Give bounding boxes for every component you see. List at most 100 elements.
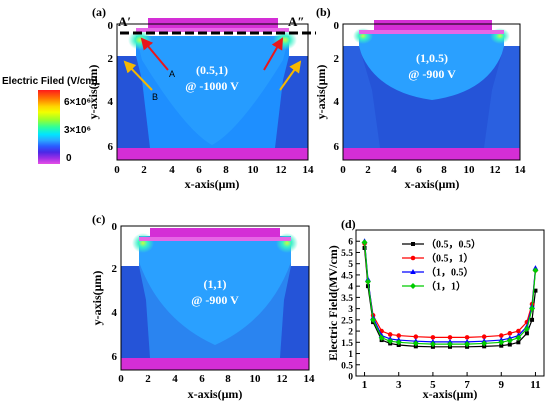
panel-c-ytick-0: 0 — [112, 221, 118, 233]
panel-c-xtick-8: 8 — [225, 373, 231, 385]
panel-a-xlabel: x-axis(μm) — [185, 177, 240, 191]
colorbar-tick-max: 6×10⁶ — [64, 97, 91, 108]
panel-c: (c) (1,1) @ -900 V 0 2 4 6 0 2 4 6 8 10 … — [90, 212, 315, 401]
panel-b-yticks: 0 2 4 6 — [334, 20, 340, 153]
panel-b-edge-left — [343, 46, 380, 148]
panel-d-data-point — [481, 334, 487, 339]
panel-d-data-point — [499, 343, 504, 348]
panel-d-plot-frame — [355, 229, 545, 377]
panel-c-edge-right — [280, 266, 309, 358]
panel-d: (d) 00.511.522.533.544.555.56 1 3 5 7 9 11 （0… — [326, 217, 545, 401]
panel-d-xlabel: x-axis(μm) — [423, 387, 478, 401]
panel-a-arrow-a — [140, 37, 169, 71]
panel-b-label: (b) — [316, 5, 331, 19]
panel-a-yticks: 0 2 4 6 — [108, 20, 114, 153]
panel-b-ytick-0: 0 — [334, 20, 340, 32]
panel-b-bowl — [359, 34, 504, 100]
panel-d-ytick-label: 1 — [348, 350, 353, 360]
panel-a-xtick-6: 6 — [196, 164, 202, 176]
panel-d-data-point — [378, 334, 385, 341]
panel-d-xtick-label: 9 — [499, 379, 505, 391]
panel-a-arrow-right-red — [263, 37, 284, 71]
panel-c-xtick-14: 14 — [304, 373, 316, 385]
panel-c-yticks: 0 2 4 6 — [112, 221, 118, 363]
panel-d-ytick-label: 6 — [348, 238, 353, 248]
panel-d-data-point — [532, 267, 539, 274]
panel-d-data-point — [464, 341, 471, 348]
panel-a-top-oxide — [136, 28, 289, 32]
panel-d-data-point — [516, 340, 521, 345]
panel-d-data-point — [361, 239, 368, 246]
panel-c-ytick-6: 6 — [112, 351, 118, 363]
panel-b-xlabel: x-axis(μm) — [405, 177, 460, 191]
colorbar: Electric Filed (V/cm) 6×10⁶ 3×10⁶ 0 — [2, 76, 98, 164]
panel-d-xtick-label: 11 — [530, 379, 540, 391]
panel-d-data-point — [516, 328, 521, 334]
panel-a-edge-right — [275, 56, 308, 148]
panel-c-xtick-10: 10 — [250, 373, 262, 385]
panel-d-legend-marker — [410, 283, 416, 289]
panel-c-bottom-contact — [121, 358, 309, 370]
panel-a-arrow-right-yellow — [279, 60, 302, 91]
panel-a-xticks: 0 2 4 6 8 10 12 14 — [114, 164, 314, 176]
panel-a-ytick-4: 4 — [108, 96, 114, 108]
panel-a-arrow-b — [123, 60, 153, 91]
panel-b-edge-right — [484, 46, 520, 148]
panel-d-data-point — [498, 333, 504, 338]
panel-d-data-point — [429, 341, 436, 348]
panel-b-annotation-params: (1,0.5) — [416, 51, 448, 65]
panel-d-series — [361, 238, 539, 349]
panel-b-top-oxide — [359, 30, 504, 34]
panel-a-label: (a) — [92, 5, 106, 19]
panel-b-annotation-voltage: @ -900 V — [408, 67, 456, 81]
panel-b-xtick-2: 2 — [365, 164, 371, 176]
panel-b-frame — [342, 23, 521, 161]
panel-d-xtick-label: 1 — [362, 379, 368, 391]
panel-d-ylabel: Electric Field(MV/cm) — [326, 245, 340, 361]
panel-c-annotation-params: (1,1) — [204, 277, 227, 291]
panel-d-data-point — [364, 278, 371, 285]
colorbar-tick-zero: 0 — [66, 153, 72, 164]
panel-a-mark-b: B — [152, 92, 158, 102]
panel-d-data-point — [430, 335, 436, 340]
panel-c-xtick-4: 4 — [172, 373, 178, 385]
panel-a-xtick-4: 4 — [169, 164, 175, 176]
panel-c-top-oxide — [139, 237, 291, 241]
panel-b-xtick-6: 6 — [416, 164, 422, 176]
panel-c-edge-left — [121, 266, 150, 358]
panel-d-ytick-label: 3 — [348, 305, 353, 315]
panel-c-ylabel: y-axis(μm) — [90, 271, 104, 326]
panel-a-xtick-8: 8 — [223, 164, 229, 176]
panel-d-ytick-label: 2 — [348, 328, 353, 338]
colorbar-gradient — [38, 90, 60, 164]
panel-b-xtick-0: 0 — [340, 164, 346, 176]
panel-c-xlabel: x-axis(μm) — [188, 387, 243, 401]
panel-b-xtick-12: 12 — [490, 164, 502, 176]
panel-c-cutout-right — [291, 226, 309, 266]
panel-d-data-point — [464, 335, 470, 340]
panel-d-ytick-label: 0 — [348, 373, 353, 383]
panel-a-xtick-0: 0 — [114, 164, 120, 176]
panel-b-ytick-2: 2 — [334, 53, 340, 65]
panel-c-xtick-6: 6 — [199, 373, 205, 385]
panel-d-data-point — [507, 331, 513, 336]
panel-d-ytick-label: 5 — [348, 260, 353, 270]
panel-d-legend: （0.5，0.5）（0.5，1）（1，0.5）（1，1） — [402, 238, 481, 293]
panel-a-mark-a: A — [169, 69, 175, 79]
panel-d-data-point — [530, 317, 535, 322]
panel-b-ytick-6: 6 — [334, 141, 340, 153]
panel-d-data-point — [533, 288, 538, 293]
panel-d-data-point — [481, 340, 488, 347]
panel-d-data-point — [412, 340, 419, 347]
panel-d-data-point — [395, 339, 402, 346]
panel-d-ytick-label: 0.5 — [341, 361, 353, 371]
panel-d-data-point — [523, 325, 530, 332]
panel-d-data-point — [396, 333, 402, 338]
panel-d-data-point — [515, 334, 522, 341]
panel-b-xtick-10: 10 — [464, 164, 476, 176]
panel-d-legend-label: （0.5，0.5） — [426, 238, 481, 251]
panel-d-xtick-label: 5 — [430, 379, 436, 391]
panel-b-xtick-14: 14 — [515, 164, 527, 176]
panel-c-xtick-12: 12 — [277, 373, 289, 385]
